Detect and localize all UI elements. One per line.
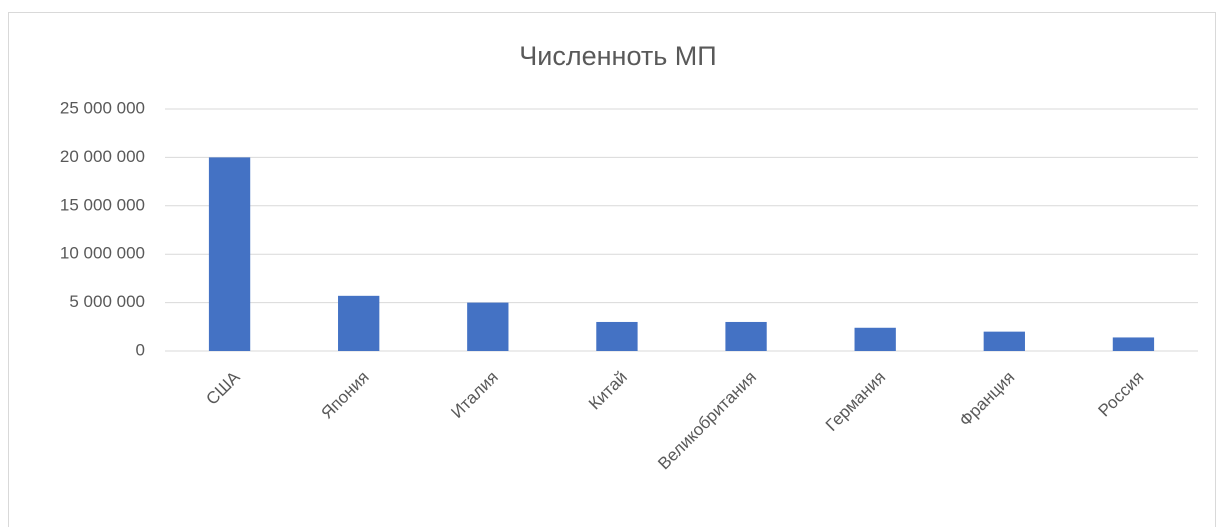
bar [338,295,380,351]
bar [854,327,896,351]
y-tick-label: 5 000 000 [69,292,145,311]
chart-title: Численноть МП [519,41,716,71]
bar [208,157,251,351]
y-tick-label: 15 000 000 [60,195,145,214]
bar [467,302,509,351]
bar [725,321,767,351]
bar [1112,337,1155,351]
y-tick-label: 25 000 000 [60,98,145,117]
y-tick-label: 0 [136,340,145,359]
y-tick-label: 10 000 000 [60,244,145,263]
y-tick-label: 20 000 000 [60,147,145,166]
bar [983,331,1025,351]
bar [596,321,638,351]
chart-frame [8,12,1216,527]
